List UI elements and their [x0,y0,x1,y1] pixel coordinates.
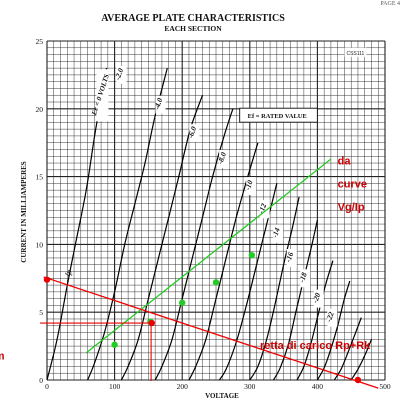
ip-label: Ip [62,268,73,279]
page-corner-text: PAGE 4 [380,1,400,7]
x-tick-label: 100 [109,382,121,391]
y-tick-label: 0 [39,376,43,385]
curve-label: -10 [243,179,255,192]
curve-label: -22 [324,310,336,323]
curve-label-mask [286,248,297,267]
series-line [218,183,278,381]
load-line [43,276,379,389]
curves-layer [46,65,373,381]
legend-box-text: Ef = RATED VALUE [248,113,307,120]
curve-label-mask [189,124,200,143]
curve-label-mask [313,289,324,308]
chart-subtitle: EACH SECTION [164,24,222,33]
overlay-layer [40,158,379,389]
series-line [272,219,318,381]
curve-label: -18 [297,271,309,284]
green-data-point [248,252,256,259]
series-line [46,67,108,381]
series-line [316,280,351,381]
green-trend-line [85,158,332,354]
series-line [333,317,362,381]
curve-label-mask [155,95,166,114]
y-tick-label: 25 [36,37,44,46]
code-label-mask [344,47,367,57]
series-line [296,260,334,381]
load-line-point [354,376,362,384]
curve-label: -14 [270,226,282,239]
annotation-text: curve [338,178,367,190]
load-line-point [43,276,51,283]
y-tick-label: 20 [36,105,44,114]
annotation-text: da [338,155,352,167]
curve-label: -16 [283,251,295,264]
green-data-point [179,299,186,306]
curve-label: -20 [310,291,322,304]
series-line [249,196,300,381]
annotation-text: retta di carico Rp+Rk [260,340,371,352]
annotation-text: 4,2m [0,351,5,363]
x-tick-label: 500 [379,382,391,391]
green-data-point [212,279,220,286]
x-axis-label: VOLTAGE [205,392,239,400]
series-line [350,339,373,381]
curve-label-mask [219,149,230,168]
green-data-point [111,341,118,348]
curve-label: -12 [256,202,268,215]
load-line-point [148,319,155,327]
curve-label-mask [273,224,284,243]
y-tick-label: 10 [36,240,44,249]
x-tick-label: 0 [45,382,49,391]
series-line [120,95,204,381]
curve-label-mask [96,69,109,122]
y-tick-label: 5 [39,308,43,317]
code-label: CSS111 [346,51,364,57]
curve-label: -4.0 [152,97,165,111]
curve-label: -6.0 [186,125,199,139]
x-tick-label: 400 [312,382,324,391]
curve-label-mask [116,65,127,84]
y-tick-label: 15 [36,173,44,182]
curve-label-mask [259,200,270,219]
y-axis-label: CURRENT IN MILLIAMPERES [20,161,28,262]
x-tick-label: 200 [177,382,189,391]
curve-label-mask [300,269,311,288]
legend-box [239,107,318,123]
series-line [87,67,168,381]
x-tick-label: 300 [244,382,256,391]
text-layer: 0 100 200 300 400 500 0 5 10 15 20 25 Ef = RATED VAL… [0,37,391,391]
curve-label: -8.0 [216,151,229,165]
curve-label-mask [327,308,338,327]
annotation-text: Vg/Ip [338,202,365,214]
curve-label: -2.0 [113,67,126,81]
series-line [154,108,234,381]
chart-title: AVERAGE PLATE CHARACTERISTICS [101,13,285,24]
curve-label-mask [246,177,257,196]
